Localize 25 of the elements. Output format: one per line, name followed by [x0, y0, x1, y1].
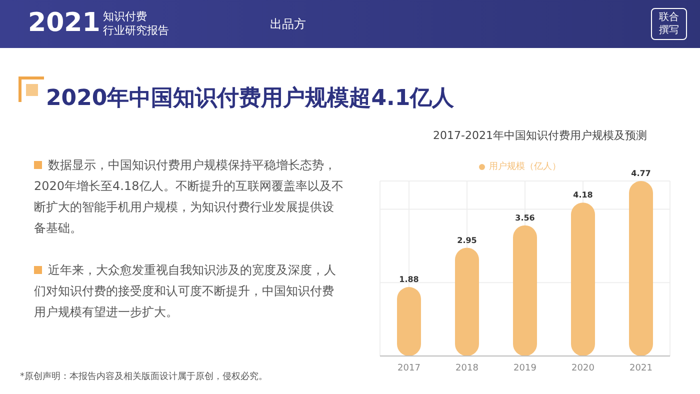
text: 知识付费: [103, 10, 147, 23]
bar: [455, 248, 479, 356]
bar: [513, 225, 537, 356]
data-label: 4.77: [631, 169, 651, 178]
text: 出品方: [270, 16, 306, 33]
text: *原创声明：本报告内容及相关版面设计属于原创，侵权必究。: [20, 370, 268, 383]
x-tick-label: 2021: [630, 363, 652, 374]
data-label: 4.18: [573, 190, 594, 200]
chart-subtitle: 2017-2021年中国知识付费用户规模及预测: [432, 128, 648, 143]
x-tick-label: 2019: [514, 363, 537, 374]
text: 联合撰写: [651, 8, 687, 40]
x-tick-label: 2018: [456, 363, 479, 374]
data-label: 2.95: [457, 236, 478, 245]
text: 数据显示，中国知识付费用户规模保持平稳增长态势，2020年增长至4.18亿人。不断提升的互联网覆盖率以及不断扩大的智能手机用户规模，为知识付费行业发展提供设备基础。: [34, 157, 344, 237]
x-tick-label: 2020: [572, 363, 595, 374]
bar: [571, 202, 595, 356]
x-tick-label: 2017: [398, 363, 420, 374]
chart-title: 2020年中国知识付费用户规模超4.1亿人: [46, 85, 454, 113]
text: 行业研究报告: [103, 24, 169, 37]
legend-label: 用户规模（亿人）: [489, 162, 561, 172]
text: 2021: [28, 8, 100, 38]
text: 近年来，大众愈发重视自我知识涉及的宽度及深度，人们对知识付费的接受度和认可度不断提升，中国知识付费用户规模有望进一步扩大。: [34, 262, 337, 321]
data-label: 1.88: [399, 275, 420, 284]
data-label: 3.56: [515, 213, 536, 222]
bar: [629, 181, 653, 356]
